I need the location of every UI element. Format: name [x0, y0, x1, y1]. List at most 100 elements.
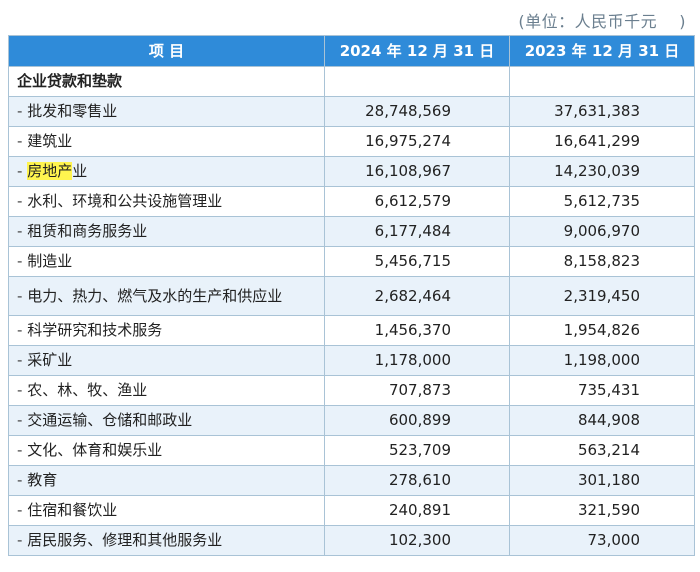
value-2023: 9,006,970 [509, 216, 695, 247]
table-row: - 批发和零售业 28,748,569 37,631,383 [8, 96, 695, 127]
table-row: - 科学研究和技术服务 1,456,370 1,954,826 [8, 315, 695, 346]
label-text: 水利、环境和公共设施管理业 [27, 192, 223, 210]
table-row: - 农、林、牧、渔业 707,873 735,431 [8, 375, 695, 406]
row-prefix: - [17, 441, 28, 459]
industry-label: - 交通运输、仓储和邮政业 [8, 405, 325, 436]
industry-label: - 批发和零售业 [8, 96, 325, 127]
industry-label: - 水利、环境和公共设施管理业 [8, 186, 325, 217]
value-2023: 1,198,000 [509, 345, 695, 376]
industry-label: - 教育 [8, 465, 325, 496]
row-prefix: - [17, 252, 28, 270]
header-2024: 2024 年 12 月 31 日 [324, 35, 510, 67]
table-row: - 制造业 5,456,715 8,158,823 [8, 246, 695, 277]
header-2023: 2023 年 12 月 31 日 [509, 35, 695, 67]
label-text: 科学研究和技术服务 [27, 321, 163, 339]
table-row: - 教育 278,610 301,180 [8, 465, 695, 496]
industry-label: - 电力、热力、燃气及水的生产和供应业 [8, 276, 325, 316]
value-2023: 735,431 [509, 375, 695, 406]
label-text: 采矿业 [27, 351, 73, 369]
table-row: - 水利、环境和公共设施管理业 6,612,579 5,612,735 [8, 186, 695, 217]
table-row: - 采矿业 1,178,000 1,198,000 [8, 345, 695, 376]
row-prefix: - [17, 321, 28, 339]
value-2024: 1,456,370 [324, 315, 510, 346]
label-text: 制造业 [27, 252, 73, 270]
value-2023: 563,214 [509, 435, 695, 466]
row-prefix: - [17, 162, 28, 180]
industry-label: - 建筑业 [8, 126, 325, 157]
label-text: 文化、体育和娱乐业 [27, 441, 163, 459]
row-prefix: - [17, 287, 28, 305]
row-prefix: - [17, 471, 28, 489]
industry-label: - 科学研究和技术服务 [8, 315, 325, 346]
label-text: 批发和零售业 [27, 102, 118, 120]
label-text: 建筑业 [27, 132, 73, 150]
value-2024: 2,682,464 [324, 276, 510, 316]
industry-label: - 居民服务、修理和其他服务业 [8, 525, 325, 556]
label-text: 教育 [27, 471, 58, 489]
label-rest: 业 [72, 162, 88, 180]
value-2024: 16,108,967 [324, 156, 510, 187]
value-2024: 102,300 [324, 525, 510, 556]
industry-label: - 农、林、牧、渔业 [8, 375, 325, 406]
value-2023: 8,158,823 [509, 246, 695, 277]
value-2023: 5,612,735 [509, 186, 695, 217]
value-2024: 5,456,715 [324, 246, 510, 277]
label-text: 居民服务、修理和其他服务业 [27, 531, 223, 549]
value-2024: 1,178,000 [324, 345, 510, 376]
value-2023: 2,319,450 [509, 276, 695, 316]
value-2024: 6,612,579 [324, 186, 510, 217]
value-2024: 28,748,569 [324, 96, 510, 127]
row-prefix: - [17, 132, 28, 150]
value-2023: 321,590 [509, 495, 695, 526]
table-row: - 交通运输、仓储和邮政业 600,899 844,908 [8, 405, 695, 436]
section-empty-2023 [509, 66, 695, 97]
highlighted-label: 房地产 [27, 162, 73, 180]
value-2024: 523,709 [324, 435, 510, 466]
row-prefix: - [17, 222, 28, 240]
table-row: - 居民服务、修理和其他服务业 102,300 73,000 [8, 525, 695, 556]
table-row: - 房地产业 16,108,967 14,230,039 [8, 156, 695, 187]
section-row: 企业贷款和垫款 [8, 66, 695, 97]
industry-label: - 文化、体育和娱乐业 [8, 435, 325, 466]
table-header-row: 项 目 2024 年 12 月 31 日 2023 年 12 月 31 日 [8, 35, 695, 67]
value-2023: 14,230,039 [509, 156, 695, 187]
section-title: 企业贷款和垫款 [8, 66, 325, 97]
value-2024: 278,610 [324, 465, 510, 496]
value-2024: 600,899 [324, 405, 510, 436]
label-text: 住宿和餐饮业 [27, 501, 118, 519]
section-empty-2024 [324, 66, 510, 97]
table-row: - 租赁和商务服务业 6,177,484 9,006,970 [8, 216, 695, 247]
value-2024: 240,891 [324, 495, 510, 526]
table-row: - 电力、热力、燃气及水的生产和供应业 2,682,464 2,319,450 [8, 276, 695, 316]
value-2023: 844,908 [509, 405, 695, 436]
value-2023: 301,180 [509, 465, 695, 496]
label-text: 电力、热力、燃气及水的生产和供应业 [27, 287, 283, 305]
row-prefix: - [17, 531, 28, 549]
value-2024: 6,177,484 [324, 216, 510, 247]
row-prefix: - [17, 192, 28, 210]
value-2023: 37,631,383 [509, 96, 695, 127]
industry-label: - 采矿业 [8, 345, 325, 376]
value-2023: 1,954,826 [509, 315, 695, 346]
unit-note: (单位：人民币千元 ) [518, 12, 686, 31]
label-text: 租赁和商务服务业 [27, 222, 148, 240]
header-item: 项 目 [8, 35, 325, 67]
row-prefix: - [17, 501, 28, 519]
table-row: - 住宿和餐饮业 240,891 321,590 [8, 495, 695, 526]
industry-label: - 房地产业 [8, 156, 325, 187]
value-2024: 16,975,274 [324, 126, 510, 157]
row-prefix: - [17, 102, 28, 120]
row-prefix: - [17, 351, 28, 369]
value-2023: 16,641,299 [509, 126, 695, 157]
industry-label: - 制造业 [8, 246, 325, 277]
table-row: - 文化、体育和娱乐业 523,709 563,214 [8, 435, 695, 466]
label-text: 交通运输、仓储和邮政业 [27, 411, 193, 429]
value-2023: 73,000 [509, 525, 695, 556]
label-text: 农、林、牧、渔业 [27, 381, 148, 399]
loans-by-industry-table: 项 目 2024 年 12 月 31 日 2023 年 12 月 31 日 企业… [8, 35, 695, 556]
industry-label: - 租赁和商务服务业 [8, 216, 325, 247]
industry-label: - 住宿和餐饮业 [8, 495, 325, 526]
row-prefix: - [17, 411, 28, 429]
value-2024: 707,873 [324, 375, 510, 406]
